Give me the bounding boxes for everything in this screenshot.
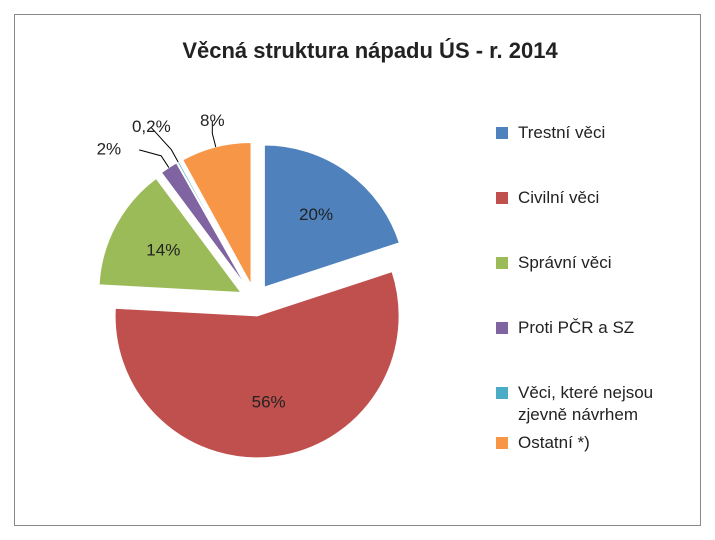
legend-swatch [496, 437, 508, 449]
legend-item: Proti PČR a SZ [496, 317, 701, 382]
leader-line [150, 127, 179, 163]
legend-swatch [496, 257, 508, 269]
legend-swatch [496, 322, 508, 334]
legend-label: Trestní věci [518, 123, 606, 142]
legend-label: Civilní věci [518, 188, 600, 207]
legend-label: Ostatní *) [518, 433, 590, 452]
legend: Trestní věci Civilní věci Správní věci Prot… [496, 122, 701, 497]
data-label: 20% [299, 205, 333, 224]
legend-label: Věci, které nejsou zjevně návrhem [518, 383, 654, 424]
pie-slice [176, 160, 248, 287]
data-label: 56% [252, 393, 286, 412]
legend-item: Ostatní *) [496, 432, 701, 497]
pie-slice [263, 144, 400, 288]
legend-label: Proti PČR a SZ [518, 318, 635, 337]
legend-item: Věci, které nejsou zjevně návrhem [496, 382, 701, 432]
legend-swatch [496, 387, 508, 399]
legend-item: Trestní věci [496, 122, 701, 187]
legend-item: Civilní věci [496, 187, 701, 252]
data-label: 0,2% [132, 117, 171, 136]
pie-slice [98, 177, 242, 293]
legend-swatch [496, 192, 508, 204]
data-label: 14% [146, 240, 180, 259]
chart-title: Věcná struktura nápadu ÚS - r. 2014 [182, 38, 558, 63]
pie-slice [114, 271, 400, 459]
pie-slice [182, 142, 252, 285]
data-label: 8% [200, 111, 225, 130]
data-label: 2% [97, 139, 122, 158]
leader-line [139, 149, 170, 168]
legend-item: Správní věci [496, 252, 701, 317]
legend-label: Správní věci [518, 253, 612, 272]
leader-line [211, 121, 217, 148]
legend-swatch [496, 127, 508, 139]
